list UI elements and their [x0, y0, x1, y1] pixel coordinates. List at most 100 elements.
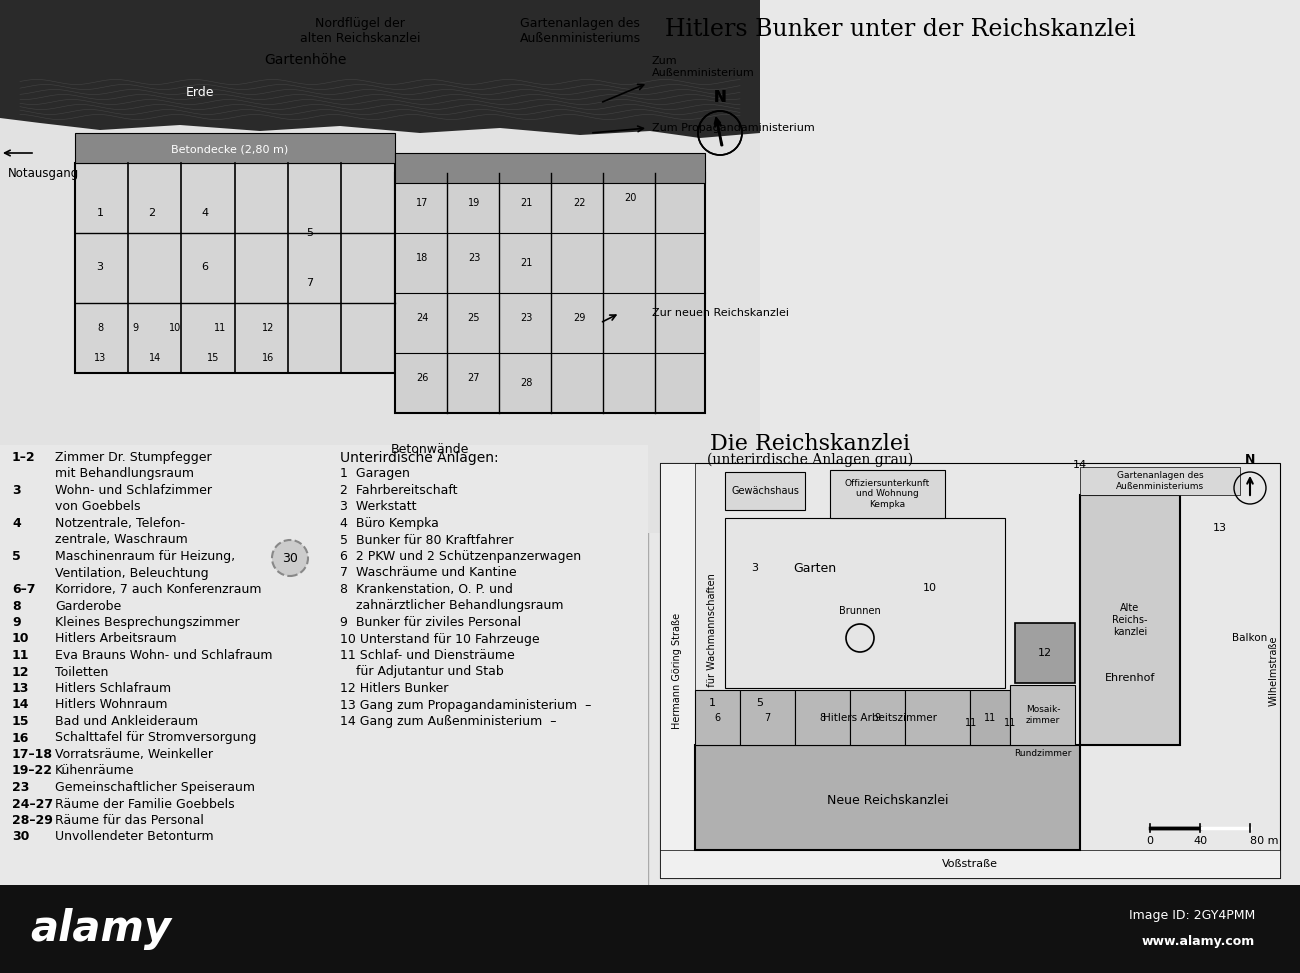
Text: 30: 30: [12, 831, 30, 844]
Text: 11 Schlaf- und Diensträume: 11 Schlaf- und Diensträume: [341, 649, 515, 662]
Text: 28: 28: [520, 378, 532, 388]
Text: 5  Bunker für 80 Kraftfahrer: 5 Bunker für 80 Kraftfahrer: [341, 533, 514, 547]
Text: Gartenanlagen des
Außenministeriums: Gartenanlagen des Außenministeriums: [1115, 471, 1204, 490]
Text: für Adjutantur und Stab: für Adjutantur und Stab: [341, 666, 504, 678]
Text: 7  Waschräume und Kantine: 7 Waschräume und Kantine: [341, 566, 516, 580]
Text: Notzentrale, Telefon-: Notzentrale, Telefon-: [55, 517, 185, 530]
Text: Zum Propagandaministerium: Zum Propagandaministerium: [653, 123, 815, 133]
Text: Nordflügel der
alten Reichskanzlei: Nordflügel der alten Reichskanzlei: [300, 17, 420, 45]
Text: 10: 10: [169, 323, 181, 333]
Text: Hitlers Arbeitszimmer: Hitlers Arbeitszimmer: [823, 713, 937, 723]
Text: 19–22: 19–22: [12, 765, 53, 777]
Text: Image ID: 2GY4PMM: Image ID: 2GY4PMM: [1128, 909, 1254, 921]
Bar: [75, 133, 395, 163]
Text: 16: 16: [12, 732, 30, 744]
Text: 4: 4: [12, 517, 21, 530]
Bar: [0, 885, 1300, 973]
Text: Bad und Ankleideraum: Bad und Ankleideraum: [55, 715, 198, 728]
Bar: [696, 690, 740, 745]
Text: Gemeinschaftlicher Speiseraum: Gemeinschaftlicher Speiseraum: [55, 781, 255, 794]
Text: 21: 21: [520, 198, 532, 208]
Text: 8  Krankenstation, O. P. und: 8 Krankenstation, O. P. und: [341, 583, 514, 596]
Text: 10 Unterstand für 10 Fahrzeuge: 10 Unterstand für 10 Fahrzeuge: [341, 632, 540, 645]
Text: 12 Hitlers Bunker: 12 Hitlers Bunker: [341, 682, 448, 695]
Text: Offiziersunterkunft
und Wohnung
Kempka: Offiziersunterkunft und Wohnung Kempka: [845, 479, 929, 509]
Text: 11: 11: [214, 323, 226, 333]
Text: 12: 12: [12, 666, 30, 678]
Bar: [740, 690, 796, 745]
Text: 80 m: 80 m: [1251, 836, 1278, 846]
Text: Die Reichskanzlei: Die Reichskanzlei: [710, 433, 910, 455]
Text: 13: 13: [12, 682, 30, 695]
Bar: [395, 163, 425, 273]
Text: Notausgang: Notausgang: [8, 166, 79, 179]
Text: 19: 19: [468, 198, 480, 208]
Text: 40: 40: [1193, 836, 1208, 846]
Text: 14: 14: [1072, 460, 1087, 470]
Text: Unterirdische Anlagen:: Unterirdische Anlagen:: [341, 451, 499, 465]
Text: 1–2: 1–2: [12, 451, 35, 464]
Text: Ventilation, Beleuchtung: Ventilation, Beleuchtung: [55, 566, 208, 580]
Text: 9: 9: [131, 323, 138, 333]
Text: 9: 9: [12, 616, 21, 629]
Text: Kühenräume: Kühenräume: [55, 765, 134, 777]
Text: 21: 21: [520, 258, 532, 268]
Text: 28–29: 28–29: [12, 814, 53, 827]
Text: Hitlers Arbeitsraum: Hitlers Arbeitsraum: [55, 632, 177, 645]
Text: Betondecke (2,80 m): Betondecke (2,80 m): [172, 144, 289, 154]
Text: 23: 23: [12, 781, 30, 794]
Text: Mosaik-
zimmer: Mosaik- zimmer: [1026, 705, 1061, 725]
Text: Toiletten: Toiletten: [55, 666, 108, 678]
Text: Hitlers Schlafraum: Hitlers Schlafraum: [55, 682, 172, 695]
Text: 18: 18: [416, 253, 428, 263]
Bar: [0, 445, 647, 885]
Text: Hermann Göring Straße: Hermann Göring Straße: [672, 613, 682, 729]
Bar: [660, 463, 696, 878]
Text: Eva Brauns Wohn- und Schlafraum: Eva Brauns Wohn- und Schlafraum: [55, 649, 273, 662]
Text: 17–18: 17–18: [12, 748, 53, 761]
Text: Maschinenraum für Heizung,: Maschinenraum für Heizung,: [55, 550, 235, 563]
Text: 8: 8: [98, 323, 103, 333]
Bar: [850, 690, 905, 745]
Text: Unterkunft für Wachmannschaften: Unterkunft für Wachmannschaften: [707, 573, 718, 742]
Text: N: N: [1245, 453, 1256, 466]
Text: 6–7: 6–7: [12, 583, 35, 596]
Bar: [1015, 623, 1075, 683]
Text: 16: 16: [261, 353, 274, 363]
Text: 14: 14: [12, 699, 30, 711]
Text: 24–27: 24–27: [12, 798, 53, 811]
Text: Zum
Außenministerium: Zum Außenministerium: [653, 56, 755, 78]
Text: 9: 9: [874, 713, 880, 723]
Bar: [725, 472, 805, 510]
Polygon shape: [0, 0, 760, 138]
Text: Alte
Reichs-
kanzlei: Alte Reichs- kanzlei: [1113, 603, 1148, 636]
Text: 11: 11: [12, 649, 30, 662]
Text: 11: 11: [965, 718, 978, 728]
Text: 2: 2: [148, 208, 156, 218]
Text: mit Behandlungsraum: mit Behandlungsraum: [55, 467, 194, 481]
Text: von Goebbels: von Goebbels: [55, 500, 140, 514]
Text: Unvollendeter Betonturm: Unvollendeter Betonturm: [55, 831, 213, 844]
Text: Voßstraße: Voßstraße: [942, 859, 998, 869]
Text: Hitlers Wohnraum: Hitlers Wohnraum: [55, 699, 168, 711]
Bar: [970, 690, 1010, 745]
Text: Gewächshaus: Gewächshaus: [731, 486, 800, 496]
Text: Korridore, 7 auch Konferenzraum: Korridore, 7 auch Konferenzraum: [55, 583, 261, 596]
Text: 13: 13: [1213, 523, 1227, 533]
Text: Räume der Familie Goebbels: Räume der Familie Goebbels: [55, 798, 234, 811]
Text: 22: 22: [573, 198, 585, 208]
Bar: [1010, 685, 1075, 745]
Bar: [660, 463, 1280, 878]
Text: 24: 24: [416, 313, 428, 323]
Text: Garten: Garten: [793, 561, 837, 574]
Text: 13 Gang zum Propagandaministerium  –: 13 Gang zum Propagandaministerium –: [341, 699, 592, 711]
Text: 2  Fahrbereitschaft: 2 Fahrbereitschaft: [341, 484, 458, 497]
Text: 3: 3: [96, 262, 104, 272]
Text: 14: 14: [150, 353, 161, 363]
Bar: [395, 153, 705, 183]
Text: Rundzimmer: Rundzimmer: [1014, 748, 1071, 758]
Text: 4: 4: [202, 208, 208, 218]
Text: 11: 11: [1004, 718, 1017, 728]
Text: Ehrenhof: Ehrenhof: [1105, 673, 1156, 683]
Text: 17: 17: [416, 198, 428, 208]
